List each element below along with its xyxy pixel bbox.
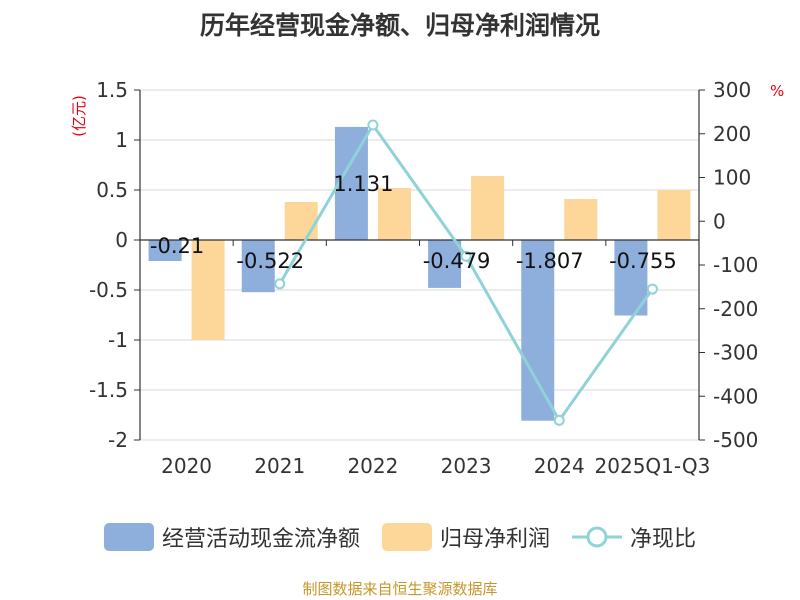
left-axis-unit: (亿元): [70, 95, 88, 137]
legend-label-net-profit: 归母净利润: [439, 527, 550, 552]
right-axis-tick-label: -400: [713, 384, 758, 408]
legend-swatch-cashflow: [103, 523, 154, 551]
left-axis-tick-label: 0.5: [96, 178, 128, 202]
right-axis-tick-label: 100: [713, 166, 751, 190]
cashflow-data-label: 1.131: [333, 172, 393, 196]
right-axis-tick-label: -500: [713, 428, 758, 452]
legend-label-cashflow: 经营活动现金流净额: [161, 527, 360, 552]
legend-line-marker-icon: [572, 526, 622, 548]
net-profit-bar: [657, 190, 691, 240]
chart-title: 历年经营现金净额、归母净利润情况: [199, 11, 600, 40]
category-label: 2023: [441, 454, 492, 478]
cashflow-bar: [241, 240, 275, 293]
category-label: 2022: [347, 454, 398, 478]
data-labels: -0.21 -0.522 1.131 -0.479 -1.807 -0.755: [150, 172, 677, 273]
ratio-point: [646, 283, 658, 295]
right-axis-tick-label: -200: [713, 297, 758, 321]
cashflow-data-label: -0.522: [236, 249, 304, 273]
source-note: 制图数据来自恒生聚源数据库: [302, 580, 498, 598]
axes: 1.5 1 0.5 0 -0.5 -1 -1.5 -2 300 200 100 0 -100 -200 -3…: [89, 78, 758, 478]
category-label: 2025Q1-Q3: [595, 454, 711, 478]
right-axis-tick-label: 300: [713, 78, 751, 102]
legend-item-ratio[interactable]: 净现比: [572, 521, 696, 553]
ratio-point: [553, 414, 565, 426]
legend-swatch-net-profit: [381, 523, 432, 551]
cashflow-bar: [148, 240, 182, 261]
ratio-point: [367, 119, 379, 131]
left-axis-tick-label: 1: [115, 128, 128, 152]
right-axis-tick-label: -300: [713, 341, 758, 365]
left-axis-tick-label: 1.5: [96, 78, 128, 102]
ratio-line-series: [274, 119, 658, 426]
cashflow-bar: [521, 240, 555, 421]
right-axis-tick-label: 0: [713, 209, 726, 233]
net-profit-bar: [564, 199, 598, 240]
right-axis-tick-label: -100: [713, 253, 758, 277]
cashflow-data-label: -0.755: [609, 249, 677, 273]
cashflow-data-label: -1.807: [516, 249, 584, 273]
net-profit-bar: [191, 240, 225, 340]
legend-item-net-profit[interactable]: 归母净利润: [381, 521, 550, 553]
cashflow-data-label: -0.21: [150, 234, 204, 258]
left-axis-tick-label: -1.5: [89, 378, 128, 402]
net-profit-bar: [377, 188, 411, 240]
cashflow-bar: [428, 240, 462, 288]
category-label: 2021: [254, 454, 305, 478]
category-label: 2020: [161, 454, 212, 478]
net-profit-bar: [471, 176, 505, 240]
right-axis-tick-label: 200: [713, 122, 751, 146]
left-axis-tick-label: -1: [108, 328, 128, 352]
net-profit-bar: [284, 202, 318, 240]
left-axis-tick-label: 0: [115, 228, 128, 252]
right-axis-unit: %: [770, 82, 784, 100]
legend-label-ratio: 净现比: [630, 527, 697, 552]
cashflow-data-label: -0.479: [423, 249, 491, 273]
legend-item-cashflow[interactable]: 经营活动现金流净额: [103, 521, 360, 553]
left-axis-tick-label: -0.5: [89, 278, 128, 302]
legend: 经营活动现金流净额 归母净利润 净现比: [0, 517, 800, 557]
category-label: 2024: [534, 454, 585, 478]
bar-series: [148, 126, 691, 421]
left-axis-tick-label: -2: [108, 428, 128, 452]
ratio-point: [460, 250, 472, 262]
ratio-point: [274, 278, 286, 290]
